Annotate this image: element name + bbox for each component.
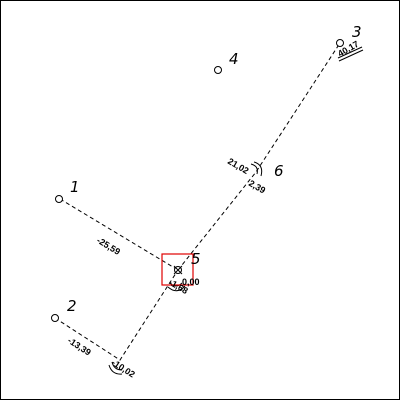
measure-5-b: 0,00 bbox=[182, 277, 200, 287]
point-1-label: 1 bbox=[70, 178, 80, 196]
point-2-marker[interactable] bbox=[51, 314, 59, 322]
point-1-marker[interactable] bbox=[55, 195, 63, 203]
angle-arc-2b bbox=[108, 361, 123, 375]
point-3-marker[interactable] bbox=[336, 39, 344, 47]
measure-2-b: -10,02 bbox=[110, 357, 137, 379]
underline-3-a bbox=[337, 46, 363, 59]
measure-6-b: 2,39 bbox=[247, 178, 267, 195]
point-6-label: 6 bbox=[274, 162, 284, 180]
line-5-to-6-to-3 bbox=[177, 42, 341, 271]
point-4-marker[interactable] bbox=[214, 66, 222, 74]
point-5-cross-b bbox=[173, 265, 183, 275]
measure-1-5: -25,59 bbox=[95, 235, 122, 257]
measure-2-a: -13,39 bbox=[66, 335, 93, 357]
point-2-label: 2 bbox=[67, 297, 77, 315]
line-1-to-5 bbox=[59, 198, 179, 271]
point-5-label: 5 bbox=[191, 250, 201, 268]
point-4-label: 4 bbox=[229, 50, 239, 68]
point-3-label: 3 bbox=[352, 23, 362, 41]
line-2-to-5 bbox=[54, 269, 179, 361]
selection-box[interactable] bbox=[161, 253, 194, 286]
underline-3-b bbox=[338, 49, 364, 62]
angle-arc-6 bbox=[250, 161, 263, 177]
measure-6-a: 21,02 bbox=[226, 156, 251, 176]
angle-arc-5 bbox=[167, 282, 186, 292]
